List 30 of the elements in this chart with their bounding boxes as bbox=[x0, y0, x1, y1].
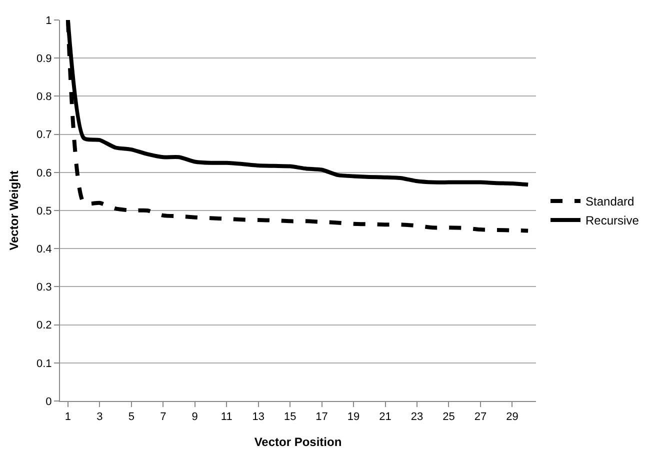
x-tick-label: 19 bbox=[347, 411, 360, 424]
x-tick-label: 17 bbox=[316, 411, 328, 424]
y-tick-label: 0 bbox=[46, 396, 52, 408]
y-tick-label: 0.7 bbox=[36, 129, 52, 142]
y-tick-label: 0.1 bbox=[36, 358, 52, 370]
y-tick-label: 0.5 bbox=[36, 205, 52, 218]
x-tick-label: 13 bbox=[252, 411, 264, 424]
x-tick-label: 27 bbox=[474, 411, 487, 424]
x-tick-label: 29 bbox=[506, 411, 518, 424]
x-tick-label: 9 bbox=[192, 411, 198, 424]
x-tick-label: 1 bbox=[64, 411, 71, 424]
y-tick-label: 0.2 bbox=[36, 320, 52, 332]
x-tick-label: 11 bbox=[220, 411, 232, 424]
y-tick-label: 0.4 bbox=[36, 243, 52, 256]
x-tick-label: 3 bbox=[96, 411, 103, 424]
y-tick-label: 0.3 bbox=[36, 282, 52, 294]
y-tick-label: 1 bbox=[46, 14, 52, 27]
x-tick-label: 21 bbox=[379, 411, 392, 424]
legend-label: Recursive bbox=[586, 214, 640, 228]
y-axis-title: Vector Weight bbox=[6, 170, 21, 250]
x-tick-label: 23 bbox=[410, 411, 424, 424]
x-tick-label: 15 bbox=[284, 411, 296, 424]
y-tick-label: 0.9 bbox=[36, 52, 52, 65]
x-tick-label: 5 bbox=[128, 411, 134, 424]
y-tick-label: 0.6 bbox=[36, 167, 52, 180]
x-tick-label: 25 bbox=[442, 411, 455, 424]
legend-label: Standard bbox=[586, 194, 634, 209]
x-tick-label: 7 bbox=[160, 411, 166, 424]
y-tick-label: 0.8 bbox=[36, 91, 52, 104]
x-axis-title: Vector Position bbox=[254, 435, 342, 450]
